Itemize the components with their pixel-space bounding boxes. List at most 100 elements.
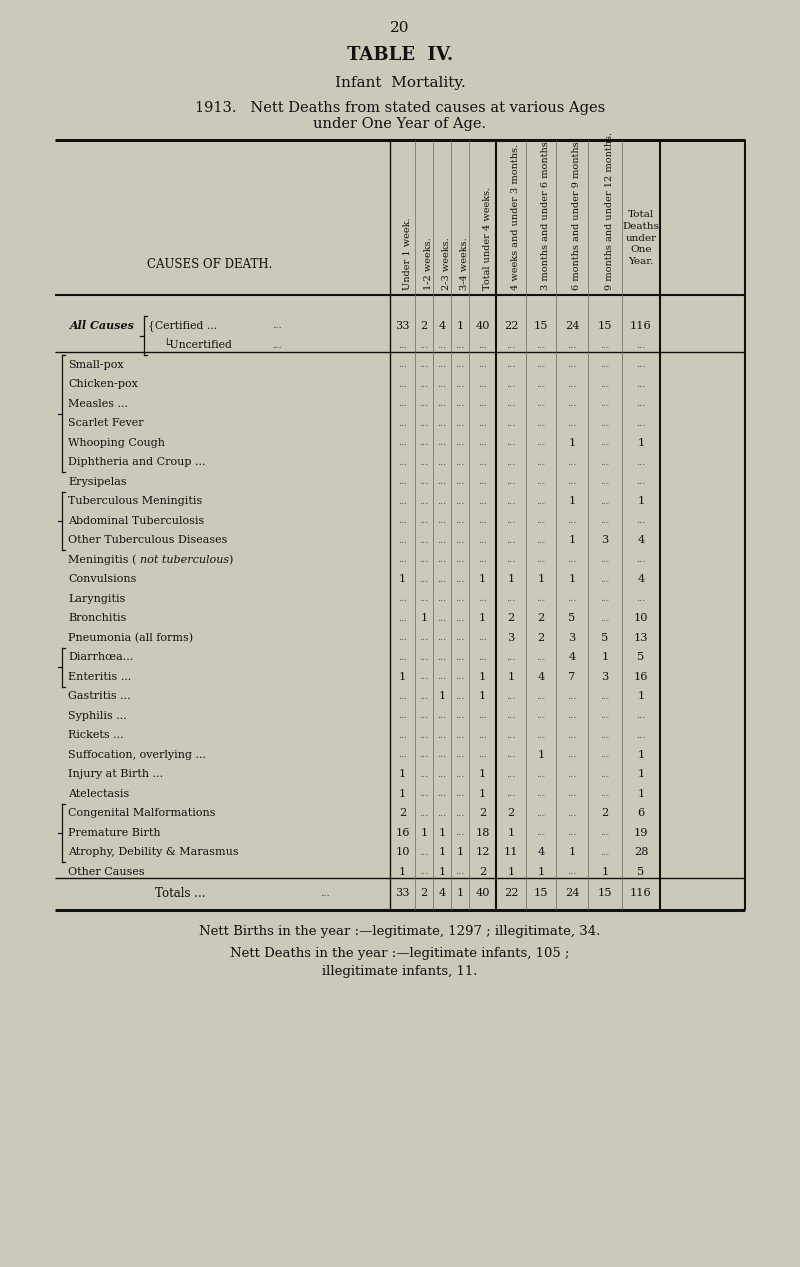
Text: ...: ... <box>455 711 465 720</box>
Text: ...: ... <box>567 829 577 837</box>
Text: 1: 1 <box>456 888 464 898</box>
Text: ...: ... <box>636 478 646 487</box>
Text: ...: ... <box>419 634 429 642</box>
Text: ...: ... <box>567 555 577 564</box>
Text: 1: 1 <box>507 574 514 584</box>
Text: Abdominal Tuberculosis: Abdominal Tuberculosis <box>68 516 204 526</box>
Text: 5: 5 <box>602 632 609 642</box>
Text: ...: ... <box>636 341 646 350</box>
Text: 4 weeks and under 3 months.: 4 weeks and under 3 months. <box>511 144 520 290</box>
Text: 1: 1 <box>568 497 576 507</box>
Text: ...: ... <box>506 731 516 740</box>
Text: Diarrhœa...: Diarrhœa... <box>68 653 134 663</box>
Text: ...: ... <box>600 613 610 623</box>
Text: 1: 1 <box>638 789 645 798</box>
Text: Injury at Birth ...: Injury at Birth ... <box>68 769 163 779</box>
Text: 2-3 weeks.: 2-3 weeks. <box>442 237 451 290</box>
Text: 4: 4 <box>638 574 645 584</box>
Text: ...: ... <box>455 438 465 447</box>
Text: ...: ... <box>272 341 282 350</box>
Text: Nett Births in the year :—legitimate, 1297 ; illegitimate, 34.: Nett Births in the year :—legitimate, 12… <box>199 925 601 938</box>
Text: ...: ... <box>438 673 446 682</box>
Text: ...: ... <box>506 438 516 447</box>
Text: Chicken-pox: Chicken-pox <box>68 379 138 389</box>
Text: ...: ... <box>438 497 446 506</box>
Text: 1: 1 <box>399 672 406 682</box>
Text: ...: ... <box>636 516 646 526</box>
Text: ...: ... <box>567 399 577 408</box>
Text: ...: ... <box>478 516 487 526</box>
Text: Enteritis ...: Enteritis ... <box>68 672 131 682</box>
Text: ...: ... <box>506 399 516 408</box>
Text: ...: ... <box>636 419 646 428</box>
Text: ...: ... <box>536 360 546 369</box>
Text: ...: ... <box>600 692 610 701</box>
Text: ...: ... <box>636 380 646 389</box>
Text: ...: ... <box>419 789 429 798</box>
Text: ...: ... <box>438 380 446 389</box>
Text: ...: ... <box>398 497 407 506</box>
Text: 1: 1 <box>507 672 514 682</box>
Text: ...: ... <box>636 555 646 564</box>
Text: ...: ... <box>600 750 610 759</box>
Text: 1: 1 <box>479 789 486 798</box>
Text: ...: ... <box>398 438 407 447</box>
Text: ...: ... <box>419 750 429 759</box>
Text: 1: 1 <box>456 321 464 331</box>
Text: 15: 15 <box>598 888 612 898</box>
Text: 1: 1 <box>568 574 576 584</box>
Text: 1: 1 <box>638 438 645 447</box>
Text: 6: 6 <box>638 808 645 818</box>
Text: ...: ... <box>455 380 465 389</box>
Text: ...: ... <box>455 399 465 408</box>
Text: ...: ... <box>438 770 446 779</box>
Text: ...: ... <box>600 516 610 526</box>
Text: ...: ... <box>478 341 487 350</box>
Text: 2: 2 <box>399 808 406 818</box>
Text: ...: ... <box>636 399 646 408</box>
Text: ...: ... <box>438 478 446 487</box>
Text: 116: 116 <box>630 888 652 898</box>
Text: All Causes: All Causes <box>70 321 135 331</box>
Text: 1: 1 <box>438 692 446 701</box>
Text: ...: ... <box>636 711 646 720</box>
Text: 12: 12 <box>475 848 490 858</box>
Text: ...: ... <box>455 575 465 584</box>
Text: ...: ... <box>419 692 429 701</box>
Text: Under 1 week.: Under 1 week. <box>402 218 411 290</box>
Text: ...: ... <box>419 653 429 661</box>
Text: ...: ... <box>438 808 446 817</box>
Text: 1: 1 <box>420 827 428 837</box>
Text: ...: ... <box>636 360 646 369</box>
Text: ...: ... <box>455 478 465 487</box>
Text: ...: ... <box>419 575 429 584</box>
Text: 2: 2 <box>602 808 609 818</box>
Text: ...: ... <box>567 731 577 740</box>
Text: 1: 1 <box>479 692 486 701</box>
Text: 1: 1 <box>399 789 406 798</box>
Text: Total
Deaths
under
One
Year.: Total Deaths under One Year. <box>622 210 659 266</box>
Text: ...: ... <box>478 380 487 389</box>
Text: ...: ... <box>567 380 577 389</box>
Text: ): ) <box>228 555 232 565</box>
Text: 1: 1 <box>638 692 645 701</box>
Text: ...: ... <box>398 653 407 661</box>
Text: ...: ... <box>478 457 487 466</box>
Text: 24: 24 <box>565 321 579 331</box>
Text: 3-4 weeks.: 3-4 weeks. <box>460 237 469 290</box>
Text: ...: ... <box>398 536 407 545</box>
Text: 11: 11 <box>504 848 518 858</box>
Text: ...: ... <box>438 594 446 603</box>
Text: ...: ... <box>398 419 407 428</box>
Text: ...: ... <box>600 380 610 389</box>
Text: 1: 1 <box>479 672 486 682</box>
Text: ...: ... <box>600 848 610 856</box>
Text: 19: 19 <box>634 827 648 837</box>
Text: ...: ... <box>419 419 429 428</box>
Text: ...: ... <box>536 594 546 603</box>
Text: Measles ...: Measles ... <box>68 399 128 409</box>
Text: ...: ... <box>419 848 429 856</box>
Text: 10: 10 <box>395 848 410 858</box>
Text: ...: ... <box>398 457 407 466</box>
Text: ...: ... <box>419 555 429 564</box>
